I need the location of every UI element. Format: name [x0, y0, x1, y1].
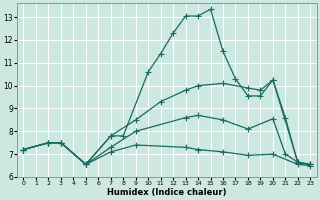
X-axis label: Humidex (Indice chaleur): Humidex (Indice chaleur) — [107, 188, 227, 197]
